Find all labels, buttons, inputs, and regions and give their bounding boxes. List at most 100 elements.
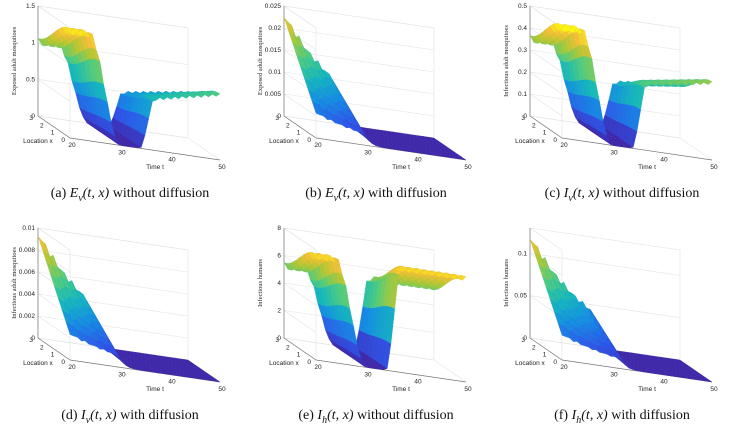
- z-tick-label: 0.5: [518, 3, 527, 10]
- caption-label: (d): [61, 408, 78, 423]
- x-tick-label: 2: [286, 122, 290, 129]
- y-axis-label: Time t: [638, 164, 656, 171]
- caption-label: (e): [298, 408, 314, 423]
- caption-symbol: I: [571, 408, 577, 423]
- surface-mesh: [283, 17, 467, 161]
- z-tick-label: 0.2: [518, 69, 527, 76]
- z-axis-label: Infectious adult mosquitoes: [503, 25, 510, 97]
- z-tick-label: 0.02: [268, 25, 281, 32]
- caption-symbol: E: [69, 186, 79, 201]
- y-tick-label: 20: [314, 364, 322, 371]
- x-tick-label: 3: [29, 115, 33, 122]
- surface-cell: [458, 156, 467, 161]
- caption-symbol: I: [563, 186, 569, 201]
- z-tick-label: 1.5: [26, 3, 35, 10]
- z-tick-label: 0: [277, 113, 281, 120]
- caption-subscript: h: [322, 414, 328, 426]
- y-tick-label: 40: [414, 379, 422, 386]
- caption-symbol: I: [81, 408, 86, 423]
- y-tick-label: 30: [118, 149, 126, 156]
- z-tick-label: 0.01: [22, 225, 35, 232]
- y-tick-label: 20: [560, 142, 568, 149]
- x-tick-label: 0: [307, 137, 311, 144]
- caption-f: (f) Ih(t, x) with diffusion: [502, 408, 742, 426]
- z-tick-label: 0.3: [518, 47, 527, 54]
- z-axis-label: Infectious adult mosquitoes: [11, 247, 18, 319]
- y-tick-label: 20: [560, 364, 568, 371]
- x-axis-label: Location x: [23, 138, 53, 145]
- y-tick-label: 40: [660, 157, 668, 164]
- y-tick-label: 50: [710, 386, 718, 393]
- x-tick-label: 2: [286, 344, 290, 351]
- z-tick-label: 0.1: [518, 250, 527, 257]
- z-axis-label: Infectious humans: [257, 259, 264, 307]
- y-tick-label: 20: [314, 142, 322, 149]
- caption-args: (t, x): [572, 186, 600, 201]
- x-tick-label: 3: [521, 115, 525, 122]
- axes-box: [37, 5, 221, 161]
- y-tick-label: 40: [660, 379, 668, 386]
- z-axis-label: Infectious humans: [503, 259, 510, 307]
- caption-subscript: h: [576, 414, 582, 426]
- z-tick-label: 4: [277, 280, 281, 287]
- x-tick-label: 1: [51, 130, 55, 137]
- z-tick-label: 0.5: [26, 76, 35, 83]
- z-tick-label: 0.4: [518, 25, 527, 32]
- caption-symbol: E: [325, 186, 334, 201]
- y-axis-label: Time t: [146, 386, 164, 393]
- x-tick-label: 3: [275, 337, 279, 344]
- y-tick-label: 50: [710, 164, 718, 171]
- x-axis-label: Location x: [515, 138, 545, 145]
- caption-args: (t, x): [581, 408, 608, 423]
- z-tick-label: 0.05: [514, 293, 527, 300]
- caption-args: (t, x): [338, 186, 365, 201]
- x-tick-label: 1: [543, 130, 547, 137]
- y-axis-label: Time t: [392, 164, 410, 171]
- caption-desc: with diffusion: [120, 408, 199, 423]
- surface-cell: [212, 91, 221, 97]
- z-tick-label: 0: [31, 113, 35, 120]
- surface-cell: [704, 378, 713, 383]
- x-tick-label: 1: [297, 130, 301, 137]
- x-tick-label: 3: [29, 337, 33, 344]
- z-tick-label: 0.005: [265, 91, 282, 98]
- y-axis-label: Time t: [638, 386, 656, 393]
- y-tick-label: 50: [218, 164, 226, 171]
- z-tick-label: 0.1: [518, 91, 527, 98]
- caption-desc: without diffusion: [602, 186, 700, 201]
- surface-mesh: [37, 26, 221, 149]
- y-tick-label: 50: [218, 386, 226, 393]
- x-tick-label: 2: [40, 122, 44, 129]
- x-tick-label: 0: [553, 359, 557, 366]
- z-tick-label: 0: [31, 335, 35, 342]
- z-tick-label: 0: [523, 335, 527, 342]
- z-tick-label: 0.015: [265, 47, 282, 54]
- caption-desc: with diffusion: [368, 186, 447, 201]
- x-tick-label: 0: [307, 359, 311, 366]
- x-tick-label: 3: [275, 115, 279, 122]
- z-axis-label: Exposed adult mosquitoes: [257, 26, 264, 95]
- x-axis-label: Location x: [23, 360, 53, 367]
- caption-subscript: v: [78, 192, 83, 204]
- caption-subscript: v: [333, 192, 339, 204]
- caption-subscript: v: [85, 414, 91, 426]
- figure-panel-b: 0 0.005 0.01 0.015 0.02 0.025 0 1 2 3 20 30 40 50 Loca…: [256, 3, 496, 210]
- y-tick-label: 50: [464, 386, 472, 393]
- caption-e: (e) Ih(t, x) without diffusion: [256, 408, 496, 426]
- x-tick-label: 2: [40, 344, 44, 351]
- figure-panel-e: 0 2 4 6 8 0 1 2 3 20 30 40 50 Location x Time t Infecti…: [256, 225, 496, 432]
- y-tick-label: 20: [68, 142, 76, 149]
- surface-cell: [704, 79, 713, 85]
- caption-d: (d) Iv(t, x) with diffusion: [10, 408, 250, 426]
- z-tick-label: 0: [277, 335, 281, 342]
- x-tick-label: 2: [532, 122, 536, 129]
- caption-args: (t, x): [90, 408, 117, 423]
- y-axis-label: Time t: [146, 164, 164, 171]
- y-tick-label: 30: [610, 149, 618, 156]
- y-tick-label: 50: [464, 164, 472, 171]
- y-axis-label: Time t: [392, 386, 410, 393]
- x-axis-label: Location x: [515, 360, 545, 367]
